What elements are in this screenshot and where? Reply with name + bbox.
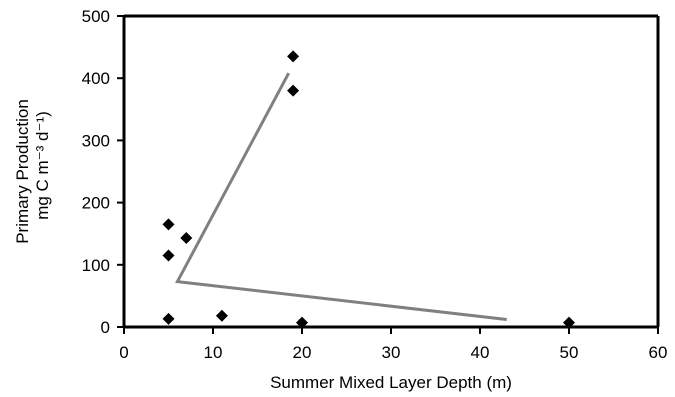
data-point	[287, 84, 300, 97]
plot-area	[122, 14, 660, 329]
data-point	[296, 316, 308, 329]
x-tick-label: 50	[560, 343, 579, 362]
data-point	[162, 249, 175, 262]
y-axis-title-line-1: Primary Production	[13, 99, 32, 244]
data-points	[162, 50, 575, 329]
y-axis-title: Primary Production mg C m⁻³ d⁻¹)	[13, 99, 52, 244]
y-tick-label: 100	[82, 256, 110, 275]
data-point	[180, 232, 193, 245]
data-point	[162, 312, 175, 325]
trend-line	[175, 72, 507, 322]
data-point	[287, 50, 300, 63]
data-point	[162, 218, 175, 231]
y-tick-label: 400	[82, 69, 110, 88]
x-tick-label: 30	[382, 343, 401, 362]
x-tick-label: 60	[649, 343, 668, 362]
x-axis-title: Summer Mixed Layer Depth (m)	[270, 373, 512, 392]
y-axis-title-line-2: mg C m⁻³ d⁻¹)	[33, 111, 52, 220]
x-tick-label: 10	[204, 343, 223, 362]
data-point	[563, 316, 575, 329]
x-ticks: 0 10 20 30 40 50 60	[119, 327, 667, 362]
y-ticks: 0 100 200 300 400 500	[82, 7, 124, 337]
x-tick-label: 0	[119, 343, 128, 362]
x-tick-label: 20	[293, 343, 312, 362]
y-tick-label: 0	[101, 318, 110, 337]
y-tick-label: 500	[82, 7, 110, 26]
x-tick-label: 40	[471, 343, 490, 362]
y-tick-label: 300	[82, 131, 110, 150]
y-tick-label: 200	[82, 194, 110, 213]
data-point	[215, 309, 228, 322]
